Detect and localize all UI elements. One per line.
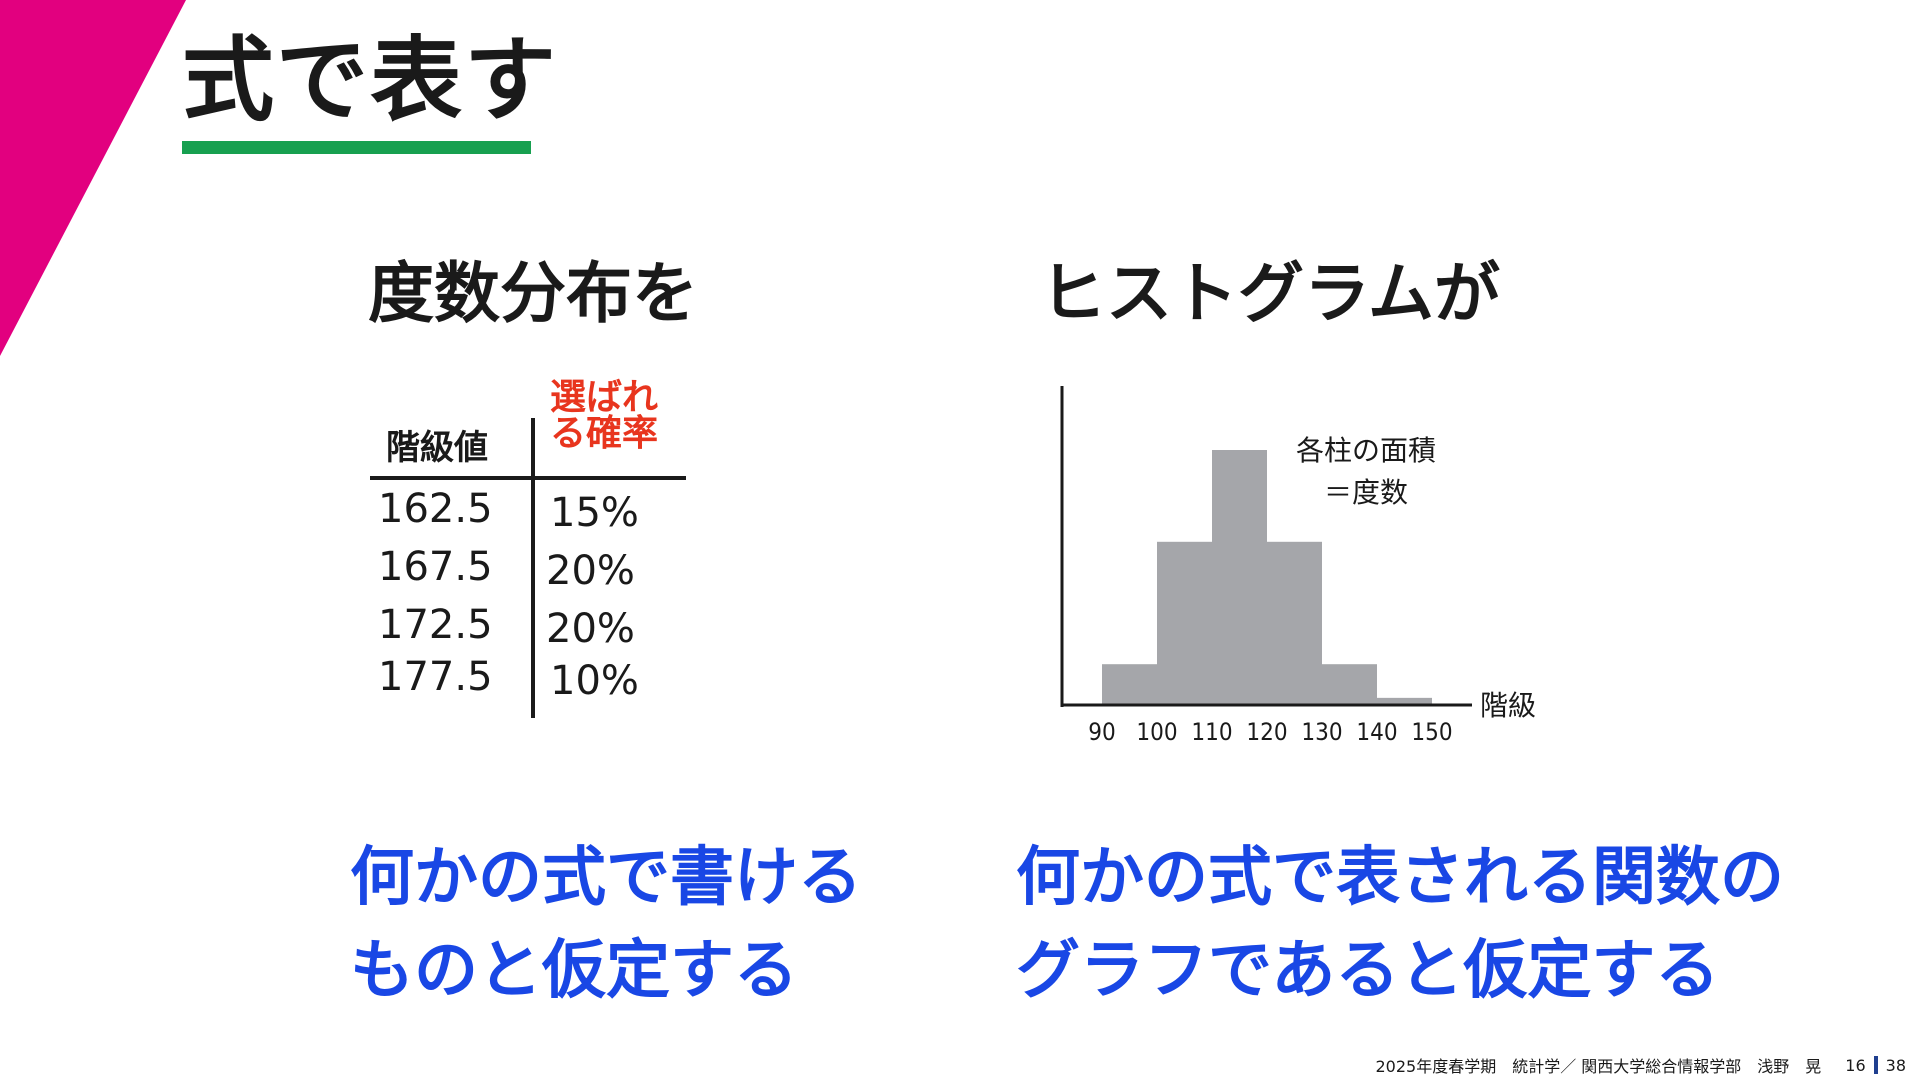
- table-rules: [370, 418, 686, 718]
- right-heading: ヒストグラムが: [1040, 255, 1501, 332]
- table-row-3-value: 172.5: [378, 602, 493, 648]
- frequency-table: 階級値 選ばれ る確率 162.5 15% 167.5 20% 172.5 20…: [370, 380, 690, 720]
- left-heading: 度数分布を: [368, 255, 698, 332]
- left-conclusion-line-1: 何かの式で書ける: [350, 841, 862, 915]
- footer-course-info: 2025年度春学期 統計学／ 関西大学総合情報学部 浅野 晃: [1375, 1057, 1822, 1076]
- x-tick-label: 90: [1088, 718, 1115, 746]
- page-separator: [1873, 1056, 1878, 1074]
- area-annotation-line-1: 各柱の面積: [1296, 434, 1436, 467]
- table-row-4-value: 177.5: [378, 654, 493, 700]
- right-conclusion: 何かの式で表される関数の グラフであると仮定する: [1016, 832, 1784, 1018]
- histogram-bar: [1157, 541, 1212, 705]
- x-axis-label: 階級: [1480, 689, 1536, 722]
- probability-header-line-2: る確率: [550, 413, 659, 454]
- histogram-bar: [1102, 664, 1157, 705]
- right-conclusion-line-2: グラフであると仮定する: [1016, 933, 1720, 1008]
- histogram-chart: 90 100 110 120 130 140 150 階級 各柱の面積 ＝度数: [1060, 386, 1536, 746]
- area-annotation-line-2: ＝度数: [1324, 476, 1408, 509]
- histogram-bar: [1322, 664, 1377, 705]
- corner-accent-shape: [0, 0, 186, 356]
- page-number: 16: [1845, 1055, 1866, 1075]
- x-tick-label: 110: [1191, 718, 1232, 746]
- histogram-bar: [1377, 697, 1432, 705]
- table-row-3-prob: 20%: [546, 606, 635, 652]
- page-total: 38: [1885, 1055, 1906, 1075]
- left-conclusion: 何かの式で書ける ものと仮定する: [350, 832, 862, 1018]
- table-row-1-value: 162.5: [378, 486, 493, 532]
- probability-header: 選ばれ る確率: [550, 380, 658, 452]
- x-tick-label: 100: [1136, 718, 1177, 746]
- x-tick-label: 150: [1411, 718, 1452, 746]
- right-conclusion-line-1: 何かの式で表される関数の: [1016, 841, 1784, 915]
- footer: 2025年度春学期 統計学／ 関西大学総合情報学部 浅野 晃 16 38: [1375, 1053, 1906, 1077]
- table-row-2-value: 167.5: [378, 544, 493, 590]
- left-conclusion-line-2: ものと仮定する: [350, 933, 798, 1008]
- histogram-bar: [1267, 541, 1322, 705]
- table-row-2-prob: 20%: [546, 548, 635, 594]
- slide-title: 式で表す: [182, 27, 559, 134]
- table-row-4-prob: 10%: [550, 658, 639, 704]
- table-row-1-prob: 15%: [550, 490, 639, 536]
- x-tick-label: 120: [1246, 718, 1287, 746]
- x-tick-label: 130: [1301, 718, 1342, 746]
- class-value-header: 階級値: [386, 428, 488, 468]
- x-tick-label: 140: [1356, 718, 1397, 746]
- histogram-bar: [1212, 450, 1267, 705]
- title-underline: [182, 141, 531, 154]
- probability-header-line-1: 選ばれ: [550, 377, 659, 418]
